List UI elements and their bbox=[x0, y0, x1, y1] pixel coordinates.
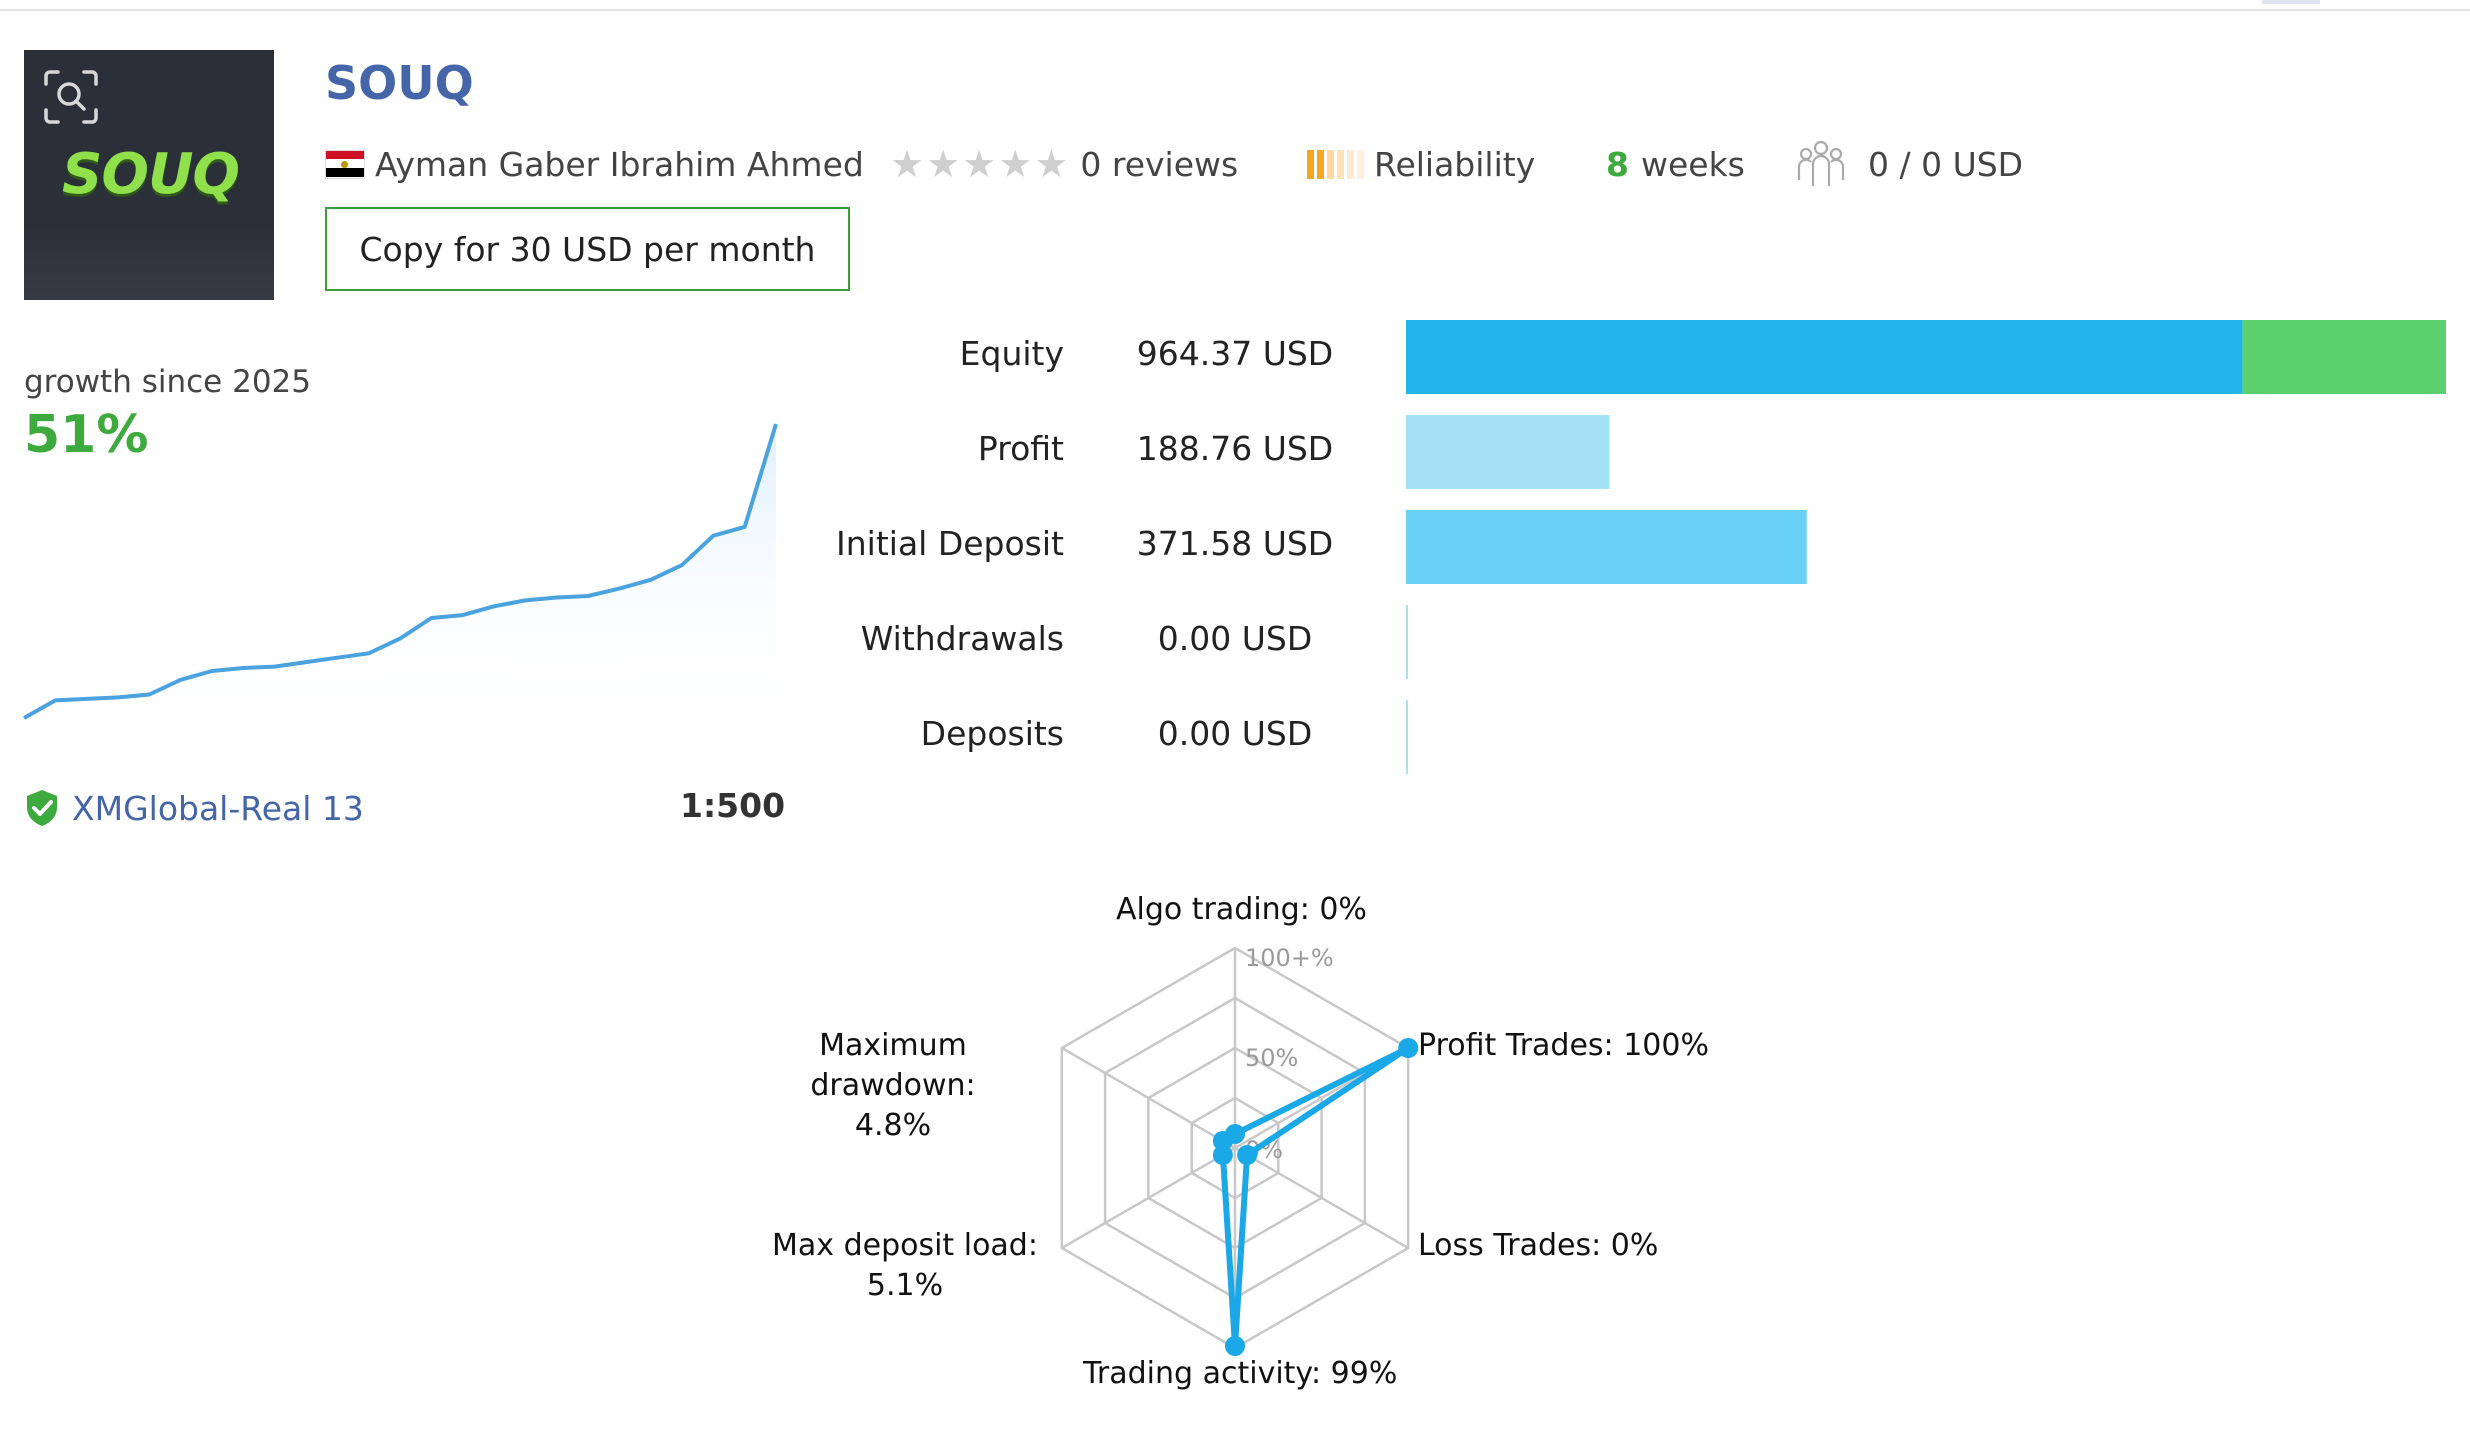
radar-ring-label: 50% bbox=[1245, 1044, 1298, 1072]
stat-label-equity: Equity bbox=[959, 334, 1064, 373]
subscribers: 0 / 0 USD bbox=[1796, 140, 2023, 188]
subscribers-icon bbox=[1797, 140, 1845, 186]
radar-ring bbox=[1060, 946, 1410, 1350]
radar-ring-label: 100+% bbox=[1245, 944, 1334, 972]
equity-bar-extra bbox=[2242, 320, 2446, 394]
reliability-bar bbox=[1327, 149, 1334, 179]
radar-point bbox=[1225, 1124, 1245, 1144]
radar-label-maximum-drawdown: Maximum drawdown: 4.8% bbox=[736, 1026, 1050, 1146]
radar-point bbox=[1212, 1131, 1233, 1151]
radar-point bbox=[1398, 1038, 1419, 1058]
leverage: 1:500 bbox=[680, 786, 786, 825]
signal-logo: SOUQ bbox=[24, 50, 274, 300]
stat-value-deposits: 0.00 USD bbox=[1157, 714, 1313, 753]
reliability-bar bbox=[1307, 149, 1314, 179]
logo-text: SOUQ bbox=[62, 142, 240, 207]
stat-value-profit: 188.76 USD bbox=[1136, 429, 1334, 468]
growth-area bbox=[24, 424, 776, 726]
star-icon: ★ bbox=[962, 142, 997, 186]
reliability-label: Reliability bbox=[1374, 144, 1536, 184]
star-icon: ★ bbox=[890, 142, 925, 186]
radar-label-max-deposit-load: Max deposit load: 5.1% bbox=[760, 1226, 1050, 1306]
reliability-bar bbox=[1347, 149, 1354, 179]
stat-label-deposits: Deposits bbox=[920, 714, 1064, 753]
reliability-bar bbox=[1317, 149, 1324, 179]
radar-label-algo-trading: Algo trading: 0% bbox=[1116, 892, 1367, 927]
withdrawals-bar bbox=[1406, 605, 1408, 679]
radar-point bbox=[1225, 1336, 1245, 1356]
equity-bar bbox=[1406, 320, 2243, 394]
radar-spoke bbox=[1061, 1146, 1236, 1250]
rating-stars: ★★★★★ bbox=[890, 142, 1070, 186]
radar-label-max-deposit-load-value: 5.1% bbox=[866, 1268, 944, 1303]
weeks-number: 8 bbox=[1606, 144, 1629, 184]
star-icon: ★ bbox=[998, 142, 1033, 186]
radar-point bbox=[1212, 1145, 1233, 1165]
reliability: Reliability bbox=[1307, 140, 1535, 188]
author[interactable]: Ayman Gaber Ibrahim Ahmed bbox=[325, 140, 864, 188]
radar-label-profit-trades: Profit Trades: 100% bbox=[1418, 1028, 1709, 1063]
growth-chart[interactable] bbox=[22, 410, 778, 730]
signal-age: 8 weeks bbox=[1606, 140, 1745, 188]
star-icon: ★ bbox=[926, 142, 961, 186]
reliability-bar bbox=[1337, 149, 1344, 179]
stat-value-equity: 964.37 USD bbox=[1136, 334, 1334, 373]
radar-ring bbox=[1103, 996, 1367, 1300]
stat-value-initial-deposit: 371.58 USD bbox=[1136, 524, 1334, 563]
radar-label-maximum-drawdown-title: Maximum drawdown: bbox=[810, 1028, 976, 1103]
radar-ring bbox=[1147, 1046, 1323, 1250]
stats-bars bbox=[1406, 320, 2446, 774]
growth-value: 51% bbox=[24, 405, 149, 465]
stat-value-withdrawals: 0.00 USD bbox=[1157, 619, 1313, 658]
stat-label-initial-deposit: Initial Deposit bbox=[836, 524, 1064, 563]
reliability-bars-icon bbox=[1307, 149, 1364, 179]
reviews-count[interactable]: 0 reviews bbox=[1080, 144, 1239, 184]
deposits-bar bbox=[1406, 700, 1408, 774]
radar-ring bbox=[1190, 1096, 1280, 1200]
weeks-label: weeks bbox=[1640, 144, 1745, 184]
radar-label-max-deposit-load-title: Max deposit load: bbox=[772, 1228, 1038, 1263]
initial-deposit-bar bbox=[1406, 510, 1807, 584]
radar-spoke bbox=[1061, 1046, 1236, 1150]
profit-bar bbox=[1406, 415, 1610, 489]
radar-spoke bbox=[1234, 1146, 1409, 1250]
logo-bottom-band bbox=[24, 228, 274, 300]
radar-label-trading-activity: Trading activity: 99% bbox=[1083, 1356, 1398, 1391]
reliability-bar bbox=[1357, 149, 1364, 179]
egypt-flag-icon bbox=[325, 149, 365, 179]
author-name[interactable]: Ayman Gaber Ibrahim Ahmed bbox=[375, 144, 864, 184]
server-name[interactable]: XMGlobal-Real 13 bbox=[72, 788, 364, 828]
rating[interactable]: ★★★★★ 0 reviews bbox=[890, 140, 1238, 188]
top-tab-indicator bbox=[2262, 0, 2320, 4]
radar-spoke bbox=[1234, 1046, 1409, 1150]
radar-label-maximum-drawdown-value: 4.8% bbox=[854, 1108, 932, 1143]
star-icon: ★ bbox=[1034, 142, 1069, 186]
copy-signal-button[interactable]: Copy for 30 USD per month bbox=[325, 207, 850, 291]
verified-shield-icon bbox=[27, 790, 57, 826]
server[interactable]: XMGlobal-Real 13 bbox=[24, 786, 364, 830]
signal-title[interactable]: SOUQ bbox=[325, 56, 474, 110]
radar-ring-label: 0% bbox=[1245, 1136, 1283, 1164]
radar-label-loss-trades: Loss Trades: 0% bbox=[1418, 1228, 1659, 1263]
zoom-icon[interactable] bbox=[42, 68, 100, 126]
growth-label: growth since 2025 bbox=[24, 364, 311, 400]
top-divider bbox=[0, 9, 2470, 11]
subscribers-value: 0 / 0 USD bbox=[1868, 144, 2024, 184]
radar-point bbox=[1237, 1145, 1258, 1165]
radar-series bbox=[1219, 1045, 1412, 1349]
stat-label-withdrawals: Withdrawals bbox=[860, 619, 1064, 658]
growth-line bbox=[23, 423, 778, 720]
stat-label-profit: Profit bbox=[977, 429, 1064, 468]
